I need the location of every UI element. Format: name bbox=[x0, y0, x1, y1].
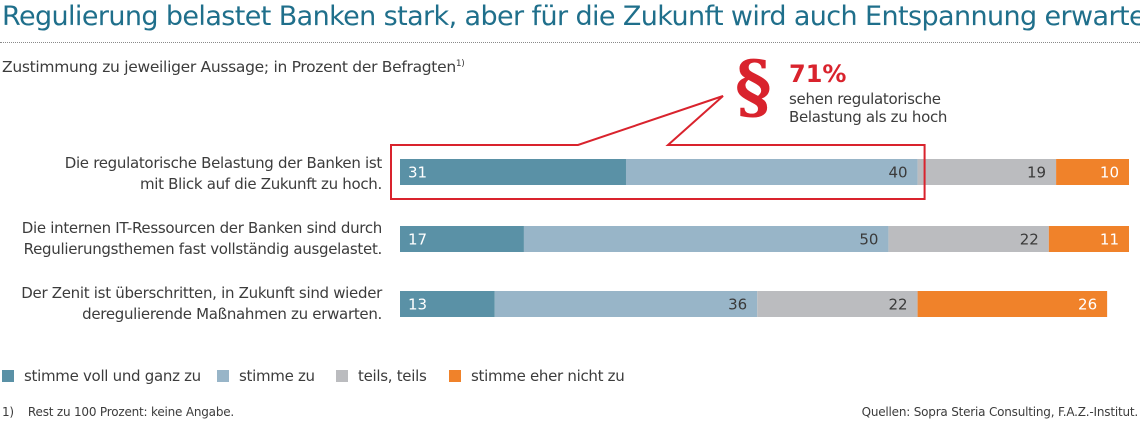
footnote-number: 1) bbox=[2, 405, 14, 419]
bar-segment-2-2 bbox=[757, 291, 918, 317]
category-label-line: Der Zenit ist überschritten, in Zukunft … bbox=[21, 284, 382, 302]
highlight-callout-frame bbox=[390, 95, 926, 200]
data-label-1-3: 11 bbox=[1100, 231, 1119, 249]
data-label-1-1: 50 bbox=[859, 231, 878, 249]
bar-segment-1-3 bbox=[1048, 226, 1129, 252]
data-label-0-2: 19 bbox=[1027, 164, 1046, 182]
legend-item-0: stimme voll und ganz zu bbox=[2, 367, 201, 385]
data-label-2-2: 22 bbox=[888, 296, 907, 314]
data-label-2-0: 13 bbox=[408, 296, 427, 314]
footnote-text: Rest zu 100 Prozent: keine Angabe. bbox=[27, 405, 235, 419]
bar-segment-0-1 bbox=[625, 159, 918, 185]
legend-item-1: stimme zu bbox=[217, 367, 315, 385]
bar-segment-1-2 bbox=[888, 226, 1049, 252]
bar-segment-1-0 bbox=[400, 226, 524, 252]
subtitle-footnote-mark: 1) bbox=[455, 59, 465, 69]
legend-swatch bbox=[336, 370, 348, 382]
bar-segment-2-3 bbox=[917, 291, 1108, 317]
bar-segment-0-0 bbox=[400, 159, 626, 185]
paragraph-icon: § bbox=[735, 45, 772, 128]
footnote: 1) Rest zu 100 Prozent: keine Angabe. bbox=[2, 405, 234, 419]
callout-value: 71% bbox=[789, 60, 847, 88]
legend-swatch bbox=[449, 370, 461, 382]
chart-subtitle: Zustimmung zu jeweiliger Aussage; in Pro… bbox=[2, 58, 465, 76]
category-label-line: deregulierende Maßnahmen zu erwarten. bbox=[82, 305, 382, 323]
bar-segment-0-3 bbox=[1056, 159, 1129, 185]
data-label-2-1: 36 bbox=[728, 296, 747, 314]
legend-label: teils, teils bbox=[358, 367, 427, 385]
source-note: Quellen: Sopra Steria Consulting, F.A.Z.… bbox=[861, 405, 1139, 419]
subtitle-text: Zustimmung zu jeweiliger Aussage; in Pro… bbox=[2, 58, 456, 76]
category-label-line: Die internen IT-Ressourcen der Banken si… bbox=[21, 219, 383, 237]
chart-title: Regulierung belastet Banken stark, aber … bbox=[2, 1, 1140, 32]
legend-label: stimme eher nicht zu bbox=[471, 367, 625, 385]
legend-label: stimme voll und ganz zu bbox=[24, 367, 201, 385]
bar-segment-2-0 bbox=[400, 291, 495, 317]
legend-item-2: teils, teils bbox=[336, 367, 427, 385]
category-label-line: mit Blick auf die Zukunft zu hoch. bbox=[139, 175, 382, 193]
data-label-0-0: 31 bbox=[408, 164, 427, 182]
callout-line: Belastung als zu hoch bbox=[789, 108, 948, 126]
data-label-0-1: 40 bbox=[888, 164, 907, 182]
data-label-2-3: 26 bbox=[1078, 296, 1097, 314]
category-label-2: Der Zenit ist überschritten, in Zukunft … bbox=[21, 283, 382, 325]
data-label-0-3: 10 bbox=[1100, 164, 1119, 182]
title-divider bbox=[0, 42, 1140, 43]
category-label-0: Die regulatorische Belastung der Banken … bbox=[64, 153, 383, 195]
category-label-line: Regulierungsthemen fast vollständig ausg… bbox=[23, 240, 383, 258]
bar-segment-2-1 bbox=[494, 291, 758, 317]
bar-segment-0-2 bbox=[917, 159, 1057, 185]
data-label-1-0: 17 bbox=[408, 231, 427, 249]
callout-line: sehen regulatorische bbox=[789, 90, 941, 108]
legend-swatch bbox=[217, 370, 229, 382]
bar-segment-1-1 bbox=[523, 226, 889, 252]
callout-text: sehen regulatorische Belastung als zu ho… bbox=[789, 90, 947, 126]
legend-item-3: stimme eher nicht zu bbox=[449, 367, 625, 385]
legend-label: stimme zu bbox=[239, 367, 315, 385]
legend-swatch bbox=[2, 370, 14, 382]
category-label-1: Die internen IT-Ressourcen der Banken si… bbox=[21, 218, 383, 260]
data-label-1-2: 22 bbox=[1020, 231, 1039, 249]
category-label-line: Die regulatorische Belastung der Banken … bbox=[64, 154, 383, 172]
